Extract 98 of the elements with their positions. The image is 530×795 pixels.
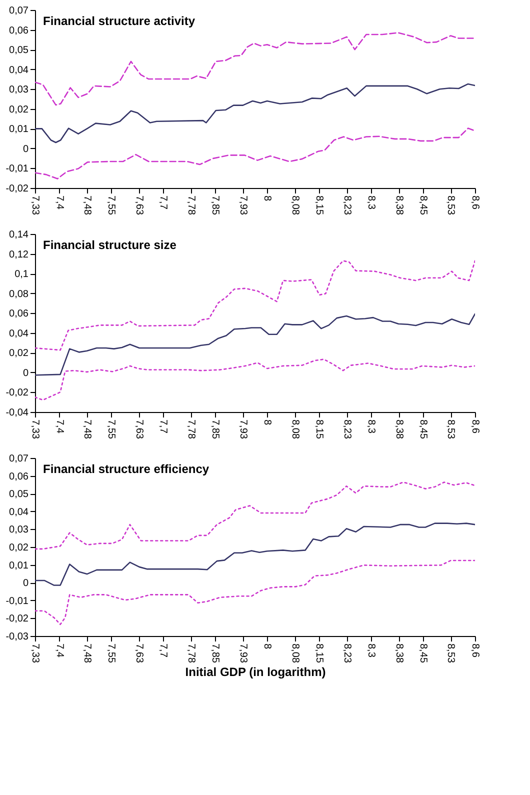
x-tick-label: 8,3 <box>366 420 377 434</box>
x-tick-label: 8,45 <box>418 196 429 216</box>
x-tick-label: 8,3 <box>366 644 377 658</box>
x-tick-label: 7,55 <box>106 420 117 440</box>
line-series <box>35 560 475 626</box>
y-tick-label: -0,04 <box>6 408 29 418</box>
line-series <box>35 522 475 586</box>
y-tick-label: 0,03 <box>9 524 29 536</box>
line-series <box>35 313 475 376</box>
y-tick-label: 0,08 <box>9 288 29 300</box>
x-tick-label: 8,38 <box>393 644 404 664</box>
y-tick-label: 0,1 <box>14 269 29 280</box>
x-tick-label: 7,4 <box>54 420 65 434</box>
y-tick-label: 0,05 <box>9 489 29 500</box>
x-tick-label: 7,63 <box>133 420 144 440</box>
x-tick-label: 7,7 <box>158 196 169 210</box>
x-tick-label: 7,63 <box>133 196 144 216</box>
x-tick-label: 7,78 <box>185 644 196 664</box>
x-tick-label: 7,93 <box>237 644 248 664</box>
x-tick-label: 7,63 <box>133 644 144 664</box>
x-tick-label: 8 <box>262 420 273 426</box>
y-tick-label: 0,06 <box>9 308 29 320</box>
x-tick-label: 7,7 <box>158 420 169 434</box>
chart-title: Financial structure efficiency <box>43 462 210 476</box>
line-series <box>35 32 475 106</box>
x-tick-label: 7,78 <box>185 420 196 440</box>
y-tick-label: 0,06 <box>9 25 29 36</box>
x-tick-label: 8,15 <box>314 196 325 216</box>
line-series <box>35 358 475 401</box>
x-tick-label: 7,85 <box>210 644 221 664</box>
x-tick-label: 8,53 <box>445 420 456 440</box>
y-tick-label: 0,04 <box>9 506 29 518</box>
x-tick-label: 8,15 <box>314 644 325 664</box>
x-tick-label: 8,15 <box>314 420 325 440</box>
y-tick-label: -0,01 <box>6 596 29 607</box>
x-tick-label: 7,33 <box>30 644 40 664</box>
x-tick-label: 7,33 <box>30 420 40 440</box>
x-tick-label: 7,85 <box>210 420 221 440</box>
x-tick-label: 8,08 <box>289 644 300 664</box>
x-tick-label: 7,55 <box>106 196 117 216</box>
y-tick-label: 0,02 <box>9 348 29 360</box>
y-tick-label: 0,07 <box>9 454 29 464</box>
y-tick-label: -0,01 <box>6 164 29 175</box>
x-tick-label: 7,7 <box>158 644 169 658</box>
x-tick-label: 7,93 <box>237 196 248 216</box>
y-tick-label: -0,03 <box>6 632 29 642</box>
x-tick-label: 8,23 <box>341 644 352 664</box>
y-tick-label: 0,07 <box>9 6 29 16</box>
y-tick-label: 0,02 <box>9 542 29 554</box>
x-tick-label: 8,45 <box>418 644 429 664</box>
x-tick-label: 8,6 <box>470 644 480 658</box>
y-tick-label: 0,06 <box>9 471 29 482</box>
y-tick-label: 0,12 <box>9 249 29 260</box>
x-tick-label: 7,48 <box>81 644 92 664</box>
y-tick-label: 0,03 <box>9 84 29 96</box>
x-tick-label: 8,23 <box>341 420 352 440</box>
y-tick-label: 0,04 <box>9 328 29 340</box>
y-tick-label: 0,05 <box>9 45 29 56</box>
x-tick-label: 7,4 <box>54 644 65 658</box>
x-tick-label: 8,08 <box>289 420 300 440</box>
y-tick-label: -0,02 <box>6 614 29 625</box>
x-tick-label: 8,38 <box>393 420 404 440</box>
y-tick-label: 0,04 <box>9 64 29 76</box>
x-tick-label: 8,6 <box>470 420 480 434</box>
y-tick-label: 0 <box>22 144 29 155</box>
x-axis-title: Initial GDP (in logarithm) <box>185 664 326 679</box>
x-tick-label: 8,08 <box>289 196 300 216</box>
x-tick-label: 7,78 <box>185 196 196 216</box>
y-tick-label: 0,02 <box>9 104 29 116</box>
x-tick-label: 8,6 <box>470 196 480 210</box>
y-tick-label: -0,02 <box>6 388 29 399</box>
x-tick-label: 7,33 <box>30 196 40 216</box>
x-tick-label: 7,48 <box>81 196 92 216</box>
y-tick-label: 0 <box>22 368 29 379</box>
y-tick-label: -0,02 <box>6 184 29 194</box>
x-tick-label: 7,93 <box>237 420 248 440</box>
x-tick-label: 8,53 <box>445 196 456 216</box>
chart-title: Financial structure activity <box>43 14 196 28</box>
x-tick-label: 7,4 <box>54 196 65 210</box>
x-tick-label: 8,38 <box>393 196 404 216</box>
x-tick-label: 8,23 <box>341 196 352 216</box>
x-tick-label: 8 <box>262 196 273 202</box>
y-tick-label: 0,14 <box>9 230 29 240</box>
x-tick-label: 7,48 <box>81 420 92 440</box>
x-tick-label: 7,85 <box>210 196 221 216</box>
x-tick-label: 7,55 <box>106 644 117 664</box>
line-series <box>35 482 475 550</box>
x-tick-label: 8,53 <box>445 644 456 664</box>
y-tick-label: 0,01 <box>9 124 29 136</box>
y-tick-label: 0 <box>22 578 29 590</box>
line-series <box>35 83 475 144</box>
y-tick-label: 0,01 <box>9 560 29 572</box>
x-tick-label: 8,45 <box>418 420 429 440</box>
x-tick-label: 8 <box>262 644 273 650</box>
line-series <box>35 260 475 351</box>
x-tick-label: 8,3 <box>366 196 377 210</box>
chart-title: Financial structure size <box>43 238 177 252</box>
line-series <box>35 128 475 180</box>
